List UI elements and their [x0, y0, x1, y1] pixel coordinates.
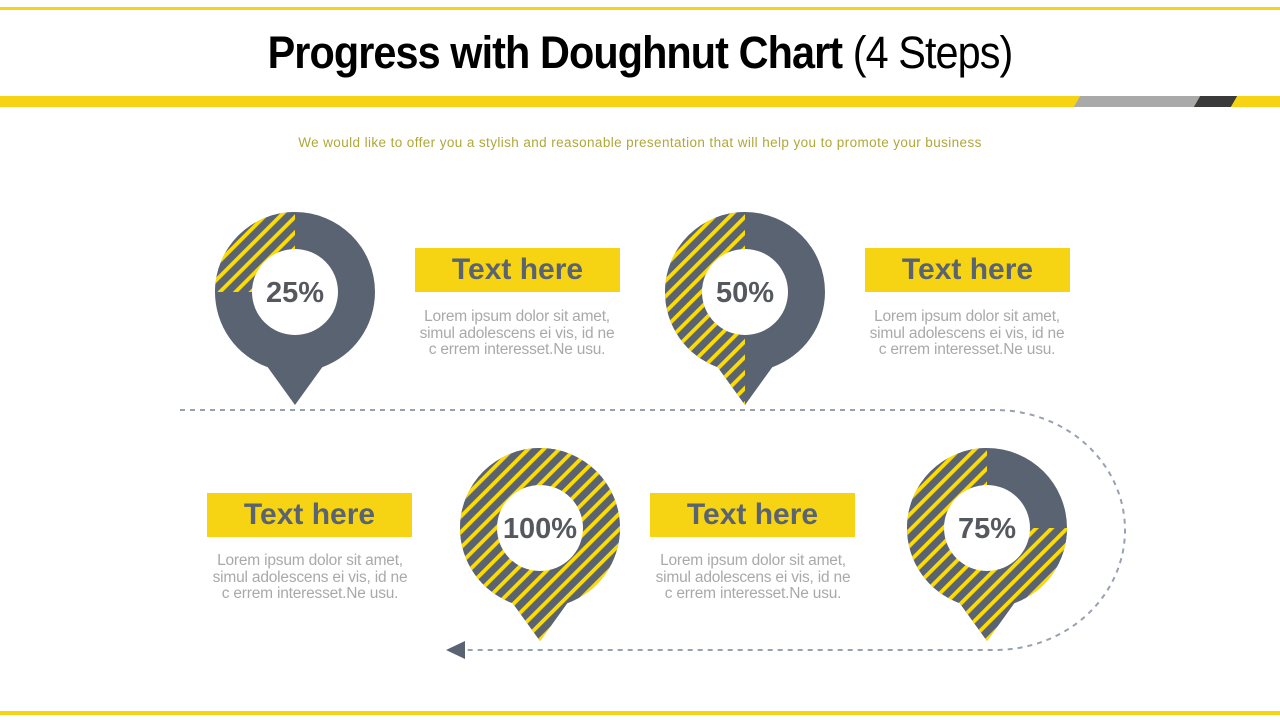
route-path: [180, 409, 1126, 651]
svg-text:100%: 100%: [503, 513, 577, 545]
doughnut-pin-25: 25%: [180, 197, 410, 427]
svg-text:25%: 25%: [266, 277, 324, 309]
divider-accent-dark: [1193, 96, 1238, 107]
step-2-label-box: Text here: [865, 248, 1070, 292]
svg-text:50%: 50%: [716, 277, 774, 309]
doughnut-pin-100: 100%: [425, 433, 655, 663]
step-3-label-box: Text here: [207, 493, 412, 537]
step-4-description: Lorem ipsum dolor sit amet, simul adoles…: [655, 552, 851, 602]
step-1-label-box: Text here: [415, 248, 620, 292]
title-divider-bar: [0, 96, 1280, 107]
dashed-route: [180, 409, 1126, 659]
svg-text:75%: 75%: [958, 513, 1016, 545]
bottom-border-line: [0, 711, 1280, 715]
divider-accent-gray: [1073, 96, 1201, 107]
step-4-label: Text here: [686, 498, 819, 531]
step-2-description: Lorem ipsum dolor sit amet, simul adoles…: [869, 308, 1065, 358]
slide-subtitle: We would like to offer you a stylish and…: [298, 135, 982, 150]
step-3-label: Text here: [243, 498, 376, 531]
top-border-line: [0, 7, 1280, 10]
step-4-label-box: Text here: [650, 493, 855, 537]
doughnut-pin-75: 75%: [872, 433, 1102, 663]
doughnut-pin-50: 50%: [630, 197, 860, 427]
step-1-description: Lorem ipsum dolor sit amet, simul adoles…: [419, 308, 615, 358]
step-1-label: Text here: [451, 253, 584, 286]
slide-title-bold: Progress with Doughnut Chart: [267, 27, 843, 78]
slide-title-regular: (4 Steps): [842, 27, 1014, 78]
route-arrow-icon: [446, 641, 465, 659]
step-3-description: Lorem ipsum dolor sit amet, simul adoles…: [212, 552, 408, 602]
step-2-label: Text here: [901, 253, 1034, 286]
slide-title: Progress with Doughnut Chart (4 Steps): [51, 28, 1229, 78]
